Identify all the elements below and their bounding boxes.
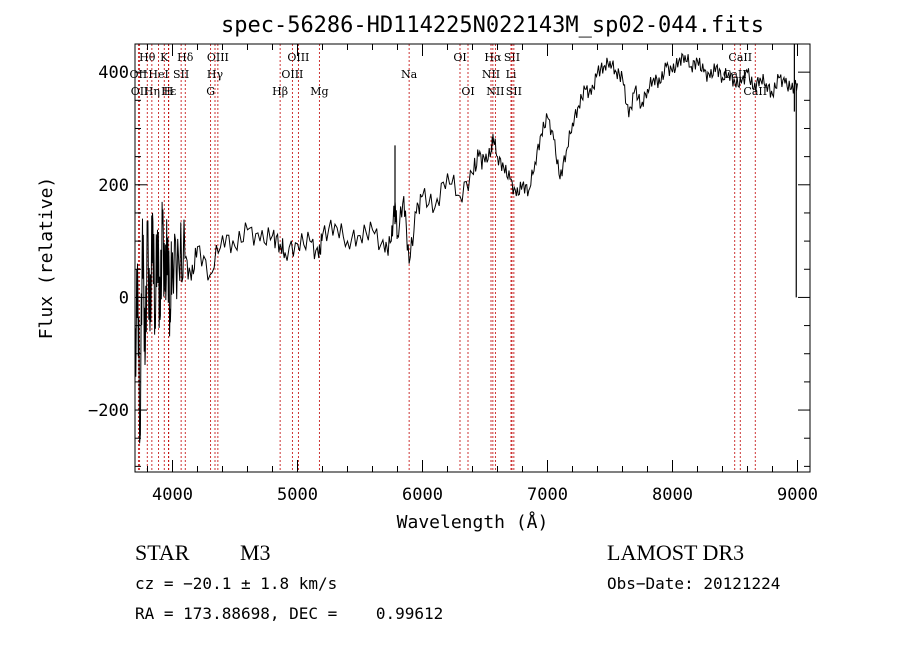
line-label-26: NII (486, 85, 504, 98)
line-label-15: NII (482, 68, 500, 81)
y-tick-label-1: 0 (119, 288, 129, 308)
line-label-20: Hη (144, 85, 160, 98)
line-label-7: SII (504, 51, 520, 64)
obs-date: Obs−Date: 20121224 (607, 574, 781, 593)
survey-name: LAMOST DR3 (607, 540, 745, 565)
line-label-14: Na (401, 68, 418, 81)
x-axis-label: Wavelength (Å) (397, 511, 549, 533)
line-label-27: SII (506, 85, 522, 98)
line-label-3: OIII (207, 51, 229, 64)
line-label-28: CaII (743, 85, 767, 98)
line-label-21: H (164, 85, 174, 98)
y-tick-label-2: 200 (98, 176, 129, 196)
line-label-1: K (160, 51, 169, 64)
x-tick-label-2: 6000 (402, 485, 443, 505)
line-label-2: Hδ (177, 51, 194, 64)
plot-frame (134, 43, 811, 473)
line-label-22: G (206, 85, 215, 98)
line-label-23: Hβ (272, 85, 288, 98)
spectrum-line (134, 52, 798, 444)
object-subclass: M3 (240, 540, 271, 565)
line-label-19: Hε (161, 85, 177, 98)
line-label-8: CaII (728, 51, 752, 64)
line-label-0: Hθ (139, 51, 156, 64)
line-label-24: Mg (310, 85, 328, 98)
y-tick-label-0: −200 (88, 401, 129, 421)
line-label-5: OI (453, 51, 466, 64)
line-label-12: Hγ (207, 68, 224, 81)
line-label-6: Hα (484, 51, 502, 64)
x-tick-label-3: 7000 (527, 485, 568, 505)
line-label-4: OIII (287, 51, 309, 64)
line-label-11: SII (173, 68, 189, 81)
cz-value: cz = −20.1 ± 1.8 km/s (135, 574, 338, 593)
coordinates: RA = 173.88698, DEC = 0.99612 (135, 604, 444, 623)
x-tick-label-5: 9000 (777, 485, 818, 505)
line-label-16: Li (506, 68, 517, 81)
line-label-9: OII (130, 68, 148, 81)
y-axis-label: Flux (relative) (36, 177, 57, 340)
chart-title: spec-56286-HD114225N022143M_sp02-044.fit… (221, 13, 764, 38)
line-label-10: HeI (148, 68, 168, 81)
object-class: STAR (135, 540, 190, 565)
x-tick-label-0: 4000 (152, 485, 193, 505)
x-tick-label-1: 5000 (277, 485, 318, 505)
line-label-13: OIII (281, 68, 303, 81)
line-label-25: OI (461, 85, 474, 98)
x-tick-label-4: 8000 (652, 485, 693, 505)
y-tick-label-3: 400 (98, 63, 129, 83)
